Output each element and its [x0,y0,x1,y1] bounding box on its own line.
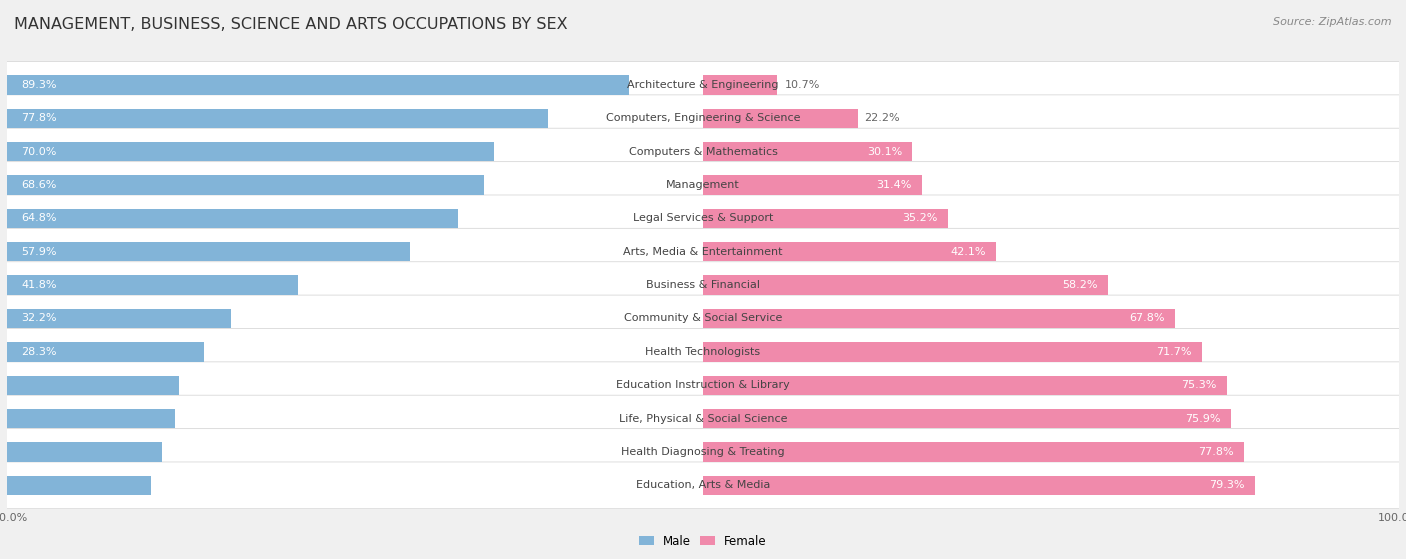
Bar [703,209,948,228]
Bar [7,108,548,128]
Bar [703,108,858,128]
Text: Computers & Mathematics: Computers & Mathematics [628,146,778,157]
Bar [703,376,1227,395]
FancyBboxPatch shape [1,162,1405,209]
Text: 71.7%: 71.7% [1156,347,1191,357]
Text: 30.1%: 30.1% [866,146,903,157]
Text: 68.6%: 68.6% [21,180,56,190]
Bar [703,176,921,195]
Text: 28.3%: 28.3% [21,347,56,357]
Text: Community & Social Service: Community & Social Service [624,314,782,324]
Bar [7,442,162,462]
Bar [703,142,912,162]
FancyBboxPatch shape [1,462,1405,509]
Bar [7,176,485,195]
FancyBboxPatch shape [1,95,1405,141]
Text: Arts, Media & Entertainment: Arts, Media & Entertainment [623,247,783,257]
Text: 89.3%: 89.3% [21,80,56,90]
Legend: Male, Female: Male, Female [640,534,766,547]
Text: 42.1%: 42.1% [950,247,986,257]
Text: 75.3%: 75.3% [1181,380,1216,390]
FancyBboxPatch shape [1,61,1405,108]
Text: 67.8%: 67.8% [1129,314,1164,324]
FancyBboxPatch shape [1,295,1405,342]
Text: 77.8%: 77.8% [1198,447,1234,457]
Bar [703,342,1202,362]
Text: 32.2%: 32.2% [21,314,56,324]
Text: MANAGEMENT, BUSINESS, SCIENCE AND ARTS OCCUPATIONS BY SEX: MANAGEMENT, BUSINESS, SCIENCE AND ARTS O… [14,17,568,32]
Text: Education, Arts & Media: Education, Arts & Media [636,480,770,490]
Bar [7,242,411,262]
Bar [7,309,231,328]
Bar [703,242,995,262]
Text: 79.3%: 79.3% [1209,480,1244,490]
Bar [7,276,298,295]
Bar [7,376,179,395]
Text: Health Diagnosing & Treating: Health Diagnosing & Treating [621,447,785,457]
Text: 31.4%: 31.4% [876,180,911,190]
Text: 57.9%: 57.9% [21,247,56,257]
Bar [703,75,778,94]
Text: Life, Physical & Social Science: Life, Physical & Social Science [619,414,787,424]
Bar [7,142,495,162]
Text: 77.8%: 77.8% [21,113,56,123]
Text: 70.0%: 70.0% [21,146,56,157]
Bar [703,409,1232,428]
Text: 75.9%: 75.9% [1185,414,1220,424]
Text: Business & Financial: Business & Financial [645,280,761,290]
Text: 64.8%: 64.8% [21,214,56,224]
FancyBboxPatch shape [1,429,1405,475]
Bar [7,476,150,495]
Bar [703,476,1256,495]
Text: 58.2%: 58.2% [1062,280,1098,290]
Text: Source: ZipAtlas.com: Source: ZipAtlas.com [1274,17,1392,27]
Text: 35.2%: 35.2% [903,214,938,224]
Bar [703,276,1108,295]
FancyBboxPatch shape [1,395,1405,442]
Bar [703,309,1175,328]
Bar [7,409,174,428]
Text: 41.8%: 41.8% [21,280,56,290]
Bar [703,442,1244,462]
FancyBboxPatch shape [1,128,1405,175]
Text: 22.2%: 22.2% [865,113,900,123]
Text: 10.7%: 10.7% [785,80,820,90]
Text: Legal Services & Support: Legal Services & Support [633,214,773,224]
Text: Health Technologists: Health Technologists [645,347,761,357]
Text: Architecture & Engineering: Architecture & Engineering [627,80,779,90]
FancyBboxPatch shape [1,262,1405,309]
Bar [7,342,204,362]
Text: Education Instruction & Library: Education Instruction & Library [616,380,790,390]
FancyBboxPatch shape [1,229,1405,275]
FancyBboxPatch shape [1,195,1405,241]
Text: Computers, Engineering & Science: Computers, Engineering & Science [606,113,800,123]
Text: Management: Management [666,180,740,190]
Bar [7,75,628,94]
FancyBboxPatch shape [1,362,1405,409]
Bar [7,209,458,228]
FancyBboxPatch shape [1,329,1405,375]
